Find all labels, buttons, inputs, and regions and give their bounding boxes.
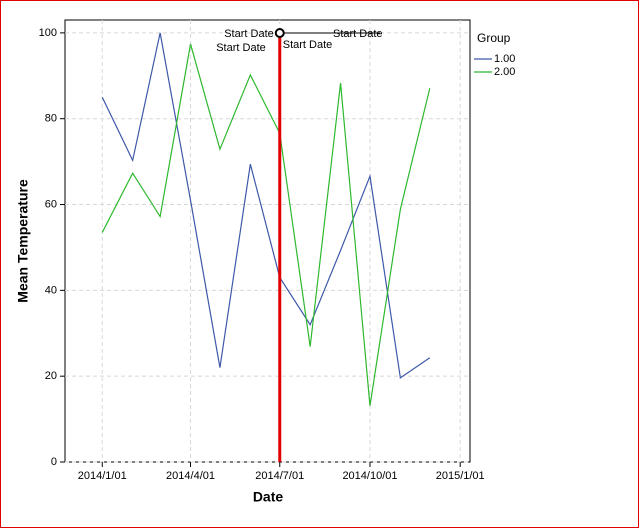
y-tick-label: 40 xyxy=(45,284,57,296)
x-tick-label: 2014/10/01 xyxy=(342,470,397,482)
legend-label: 1.00 xyxy=(494,53,515,65)
y-tick-label: 0 xyxy=(51,456,57,468)
y-tick-label: 60 xyxy=(45,198,57,210)
x-tick-label: 2015/1/01 xyxy=(436,470,485,482)
annotation: Start Date xyxy=(283,39,333,51)
annotation: Start Date xyxy=(216,42,266,54)
legend-title: Group xyxy=(477,31,511,45)
reference-marker xyxy=(274,28,285,38)
x-axis-label: Date xyxy=(253,489,284,505)
y-tick-label: 80 xyxy=(45,113,57,125)
y-tick-label: 100 xyxy=(39,27,57,39)
x-tick-label: 2014/1/01 xyxy=(78,470,127,482)
y-tick-label: 20 xyxy=(45,370,57,382)
series-line xyxy=(101,32,431,379)
x-tick-label: 2014/7/01 xyxy=(255,470,304,482)
annotation: Start Date xyxy=(224,28,274,40)
plot-frame xyxy=(64,19,471,463)
y-axis-label: Mean Temperature xyxy=(15,179,31,303)
series-line xyxy=(101,43,431,406)
x-tick-label: 2014/4/01 xyxy=(166,470,215,482)
legend-label: 2.00 xyxy=(494,66,515,78)
annotation: Start Date xyxy=(333,28,383,40)
